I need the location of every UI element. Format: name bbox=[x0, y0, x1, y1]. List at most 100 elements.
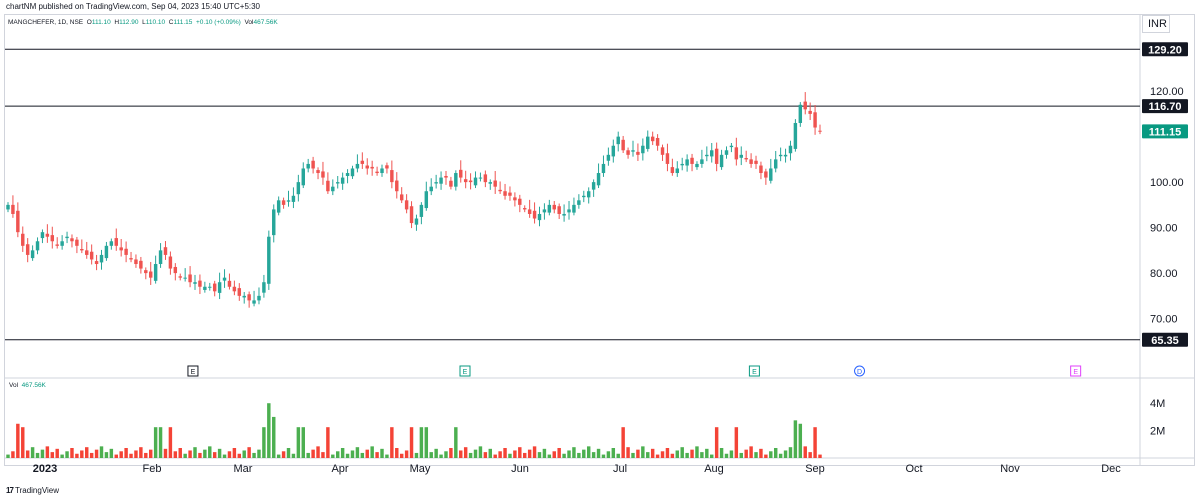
volume-bar bbox=[25, 450, 30, 458]
volume-bar bbox=[119, 451, 123, 458]
candle-body bbox=[144, 270, 148, 274]
dividend-marker-icon bbox=[854, 365, 866, 377]
price-label-text: 116.70 bbox=[1148, 101, 1181, 113]
volume-bar bbox=[444, 451, 448, 458]
candle-body bbox=[272, 209, 276, 236]
candle-body bbox=[759, 165, 763, 174]
candle-body bbox=[808, 110, 812, 114]
volume-bar bbox=[419, 427, 424, 458]
candle-body bbox=[183, 277, 187, 279]
volume-bar bbox=[631, 452, 635, 458]
volume-bar bbox=[537, 452, 542, 458]
candle-body bbox=[21, 233, 25, 246]
candle-body bbox=[139, 260, 143, 269]
candle-body bbox=[321, 171, 325, 178]
volume-bar bbox=[399, 453, 404, 458]
candle-body bbox=[399, 194, 404, 201]
candle-body bbox=[419, 204, 424, 217]
low-label: L bbox=[142, 19, 146, 26]
chart-frame bbox=[4, 14, 1195, 466]
candle-body bbox=[518, 198, 522, 205]
candle-body bbox=[262, 282, 266, 293]
candle-body bbox=[390, 170, 394, 183]
candle-body bbox=[508, 192, 512, 196]
volume-bar bbox=[99, 446, 104, 458]
volume-tick-label: 4M bbox=[1150, 398, 1165, 410]
volume-bar bbox=[104, 452, 109, 458]
volume-bar bbox=[655, 454, 660, 458]
volume-bar bbox=[449, 448, 453, 458]
vol-value: 467.56K bbox=[253, 19, 278, 26]
candle-body bbox=[532, 210, 537, 219]
volume-bar bbox=[660, 451, 665, 458]
volume-bar bbox=[675, 450, 680, 458]
candle-body bbox=[562, 213, 566, 216]
candle-body bbox=[340, 177, 345, 184]
y-tick-label: 120.00 bbox=[1150, 86, 1184, 98]
candle-body bbox=[719, 154, 724, 168]
volume-bar bbox=[6, 454, 10, 458]
candle-body bbox=[89, 251, 94, 260]
volume-bar bbox=[21, 427, 25, 458]
volume-bar bbox=[16, 423, 20, 458]
candle-body bbox=[11, 204, 15, 214]
volume-bar bbox=[606, 451, 611, 458]
volume-bar bbox=[636, 449, 640, 458]
volume-bar bbox=[729, 450, 734, 458]
candle-body bbox=[129, 258, 133, 260]
candle-body bbox=[148, 271, 153, 278]
volume-bar bbox=[286, 448, 291, 458]
volume-bar bbox=[385, 454, 389, 458]
volume-bar bbox=[75, 453, 79, 458]
volume-bar bbox=[488, 448, 493, 458]
x-tick-label: Nov bbox=[1000, 463, 1020, 475]
candle-body bbox=[134, 259, 138, 265]
price-label-text: 129.20 bbox=[1148, 44, 1182, 56]
price-label-box bbox=[1142, 124, 1188, 139]
price-label-box bbox=[1142, 99, 1188, 114]
volume-bar bbox=[818, 454, 822, 458]
candle-body bbox=[749, 159, 753, 164]
candle-body bbox=[212, 283, 217, 292]
candle-body bbox=[744, 158, 748, 160]
candle-body bbox=[675, 168, 680, 174]
published-caption: chartNM published on TradingView.com, Se… bbox=[6, 2, 261, 11]
candle-body bbox=[114, 238, 118, 246]
volume-bar bbox=[326, 427, 330, 458]
candle-body bbox=[660, 147, 665, 155]
candle-body bbox=[739, 154, 743, 158]
volume-bar bbox=[429, 452, 433, 458]
volume-bar bbox=[375, 452, 379, 458]
candle-body bbox=[527, 209, 532, 214]
event-marker-label: E bbox=[463, 369, 468, 376]
candle-body bbox=[50, 235, 55, 242]
event-marker-label: E bbox=[191, 369, 196, 376]
volume-bar bbox=[714, 427, 719, 458]
candle-body bbox=[449, 180, 453, 187]
volume-bar bbox=[35, 452, 40, 458]
volume-bar bbox=[331, 454, 335, 458]
candle-body bbox=[193, 282, 197, 284]
volume-bar bbox=[203, 449, 207, 458]
candle-body bbox=[542, 209, 547, 213]
volume-bar bbox=[808, 452, 812, 458]
currency-box[interactable] bbox=[1142, 15, 1170, 33]
candle-body bbox=[572, 204, 576, 213]
candle-body bbox=[85, 250, 89, 255]
symbol-legend: MANGCHEFER, 1D, NSE O111.10 H112.90 L110… bbox=[8, 19, 278, 26]
symbol-name: MANGCHEFER, 1D, NSE bbox=[8, 19, 84, 26]
candle-body bbox=[424, 191, 429, 209]
volume-bar bbox=[395, 448, 399, 458]
candle-body bbox=[350, 168, 355, 177]
price-label-text: 111.15 bbox=[1149, 126, 1181, 138]
candle-body bbox=[306, 163, 310, 169]
volume-bar bbox=[473, 449, 478, 458]
y-tick-label: 70.00 bbox=[1150, 314, 1178, 326]
candle-body bbox=[650, 136, 655, 142]
candle-body bbox=[232, 286, 237, 292]
x-tick-label: Aug bbox=[704, 463, 724, 475]
candle-body bbox=[468, 180, 473, 183]
x-tick-label: Jun bbox=[511, 463, 529, 475]
candle-body bbox=[586, 191, 591, 198]
